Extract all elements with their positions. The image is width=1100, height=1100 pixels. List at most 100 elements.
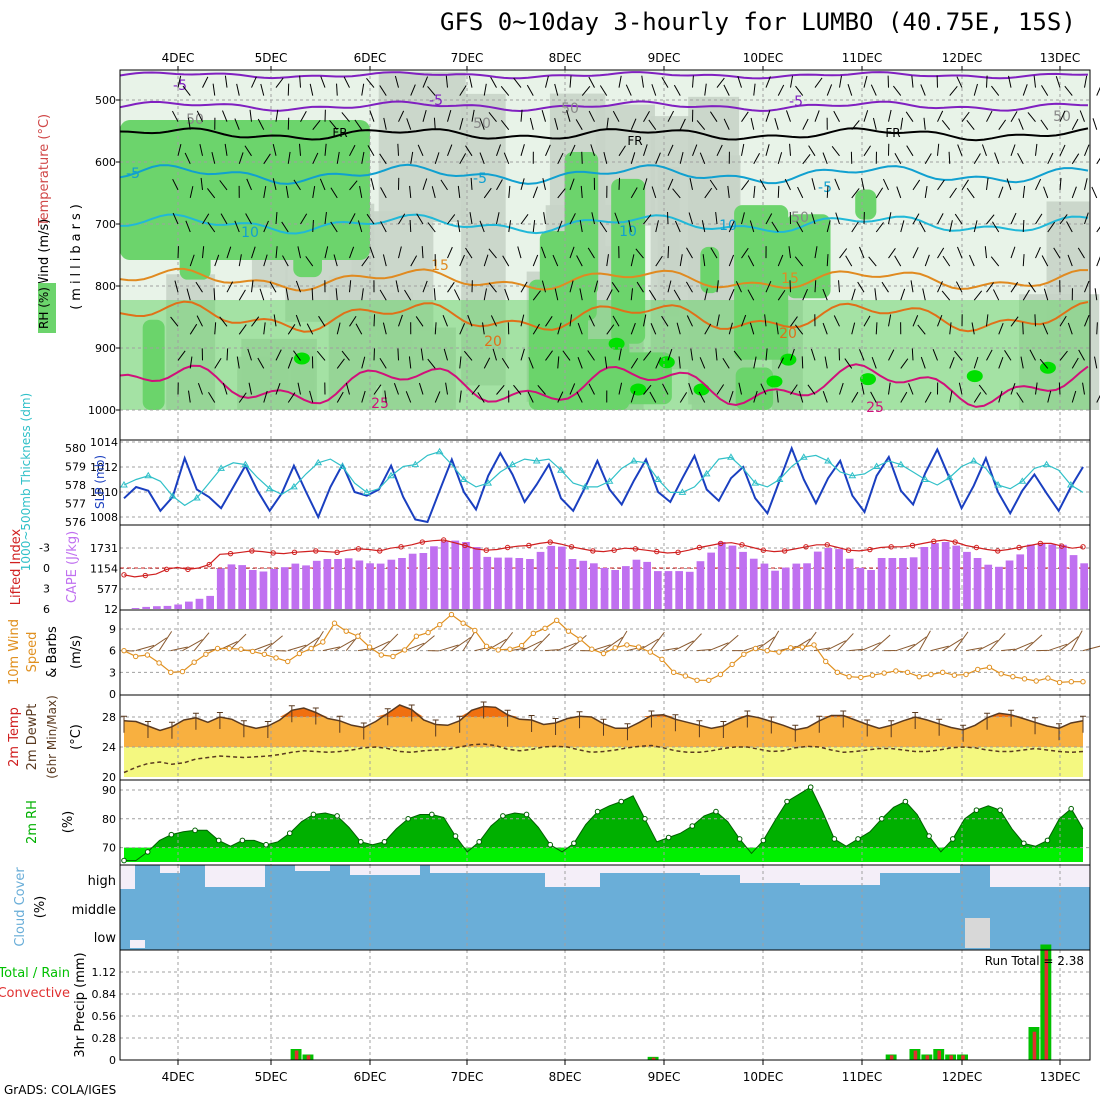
wind-barb — [244, 145, 252, 157]
wind-barb — [923, 117, 926, 130]
wind-barb — [937, 143, 940, 156]
wind-barb — [398, 110, 405, 122]
wind-barb — [1010, 144, 1016, 156]
wind-barb — [765, 144, 770, 156]
wind-barb — [1022, 185, 1026, 198]
wind-barb — [320, 76, 326, 88]
wind-barb — [1084, 178, 1088, 191]
wind10-barb — [720, 634, 739, 652]
wind-barb — [380, 187, 387, 199]
thickness-tick-label: 577 — [65, 498, 86, 511]
wind-barb — [688, 212, 693, 225]
rh2m-point — [1021, 840, 1027, 847]
wind-barb — [496, 144, 502, 156]
precip-convective-bar — [949, 1055, 953, 1060]
wind-barb — [920, 84, 926, 96]
wind-barb — [630, 152, 636, 164]
wind-barb — [496, 212, 500, 225]
wind-barb — [557, 356, 560, 369]
cape-bar — [813, 551, 822, 609]
wind-barb — [471, 109, 475, 122]
wind-barb — [790, 348, 795, 361]
wind-barb — [1059, 214, 1068, 225]
wind10-barb — [755, 636, 775, 652]
rh-bright-spot — [766, 375, 783, 388]
wind-barb — [447, 246, 453, 259]
wind10-point — [214, 645, 221, 652]
cape-bar — [760, 563, 769, 609]
wind10-barb — [544, 649, 559, 652]
wind-barb — [715, 348, 718, 361]
wind10-barb — [158, 631, 173, 651]
wind10-point — [565, 628, 572, 634]
wind-barb — [361, 256, 370, 267]
wind-barb — [373, 384, 382, 395]
wind-barb — [520, 109, 523, 122]
wind-barb — [986, 349, 993, 361]
contour-label: 50 — [561, 101, 579, 117]
wind-barb — [679, 254, 683, 267]
cape-bar — [376, 563, 385, 609]
wind-barb — [405, 391, 412, 403]
wind-barb — [650, 323, 657, 335]
wind-barb — [569, 280, 574, 293]
cape-bar — [142, 606, 150, 609]
wind10-point — [928, 671, 934, 678]
wind-barb — [285, 185, 289, 198]
wind-barb — [496, 179, 503, 191]
wind-barb — [238, 392, 247, 403]
wind-barb — [245, 213, 252, 225]
wind-barb — [839, 75, 842, 88]
rh2m-point — [760, 837, 767, 844]
wind10-point — [249, 648, 256, 655]
wind-barb — [581, 151, 583, 164]
wind-barb — [1094, 288, 1098, 301]
wind-barb — [1055, 76, 1061, 88]
wind-barb — [380, 221, 387, 233]
cape-bar — [323, 559, 332, 609]
wind-barb — [643, 314, 647, 327]
lifted-index-point — [313, 548, 319, 554]
wind10-barb — [942, 638, 963, 652]
wind-barb — [814, 280, 817, 293]
wind-barb — [896, 186, 902, 199]
wind-barb — [300, 213, 308, 225]
cape-bar — [707, 552, 715, 609]
wind-barb — [728, 254, 735, 267]
wind-barb — [562, 350, 571, 361]
wind-barb — [847, 84, 853, 96]
wind-barb — [747, 255, 755, 267]
lifted-index-point — [675, 549, 681, 555]
wind-barb — [490, 76, 497, 88]
wind-barb — [343, 76, 350, 88]
cape-tick-label: 577 — [97, 583, 118, 596]
pressure-tick-label: 700 — [95, 218, 116, 231]
wind-barb — [361, 151, 365, 164]
rh2m-point — [831, 836, 838, 842]
wind-barb — [606, 289, 613, 301]
wind-barb — [870, 84, 877, 96]
cape-bar — [494, 557, 502, 609]
wind-barb — [655, 357, 662, 369]
wind-barb — [503, 152, 510, 164]
wind-barb — [941, 120, 951, 131]
precip-convective-bar — [1044, 950, 1049, 1060]
x-day-label-bottom: 10DEC — [743, 1070, 783, 1084]
wind10-barb — [228, 633, 247, 652]
cape-bar — [462, 542, 470, 609]
wind-barb — [753, 153, 761, 165]
wind-barb — [741, 143, 745, 156]
lifted-index-point — [654, 548, 660, 555]
wind-barb — [336, 358, 345, 369]
wind-barb — [333, 254, 338, 267]
wind-barb — [177, 350, 186, 361]
wind-barb — [457, 220, 461, 233]
cape-bar — [227, 564, 236, 609]
rh2m-units: (%) — [61, 811, 76, 834]
temp-contour-cyan-2 — [119, 213, 1089, 235]
wind-barb — [569, 213, 576, 225]
wind-barb — [1040, 119, 1049, 130]
rh-bright-spot — [293, 352, 310, 365]
wind-barb — [912, 315, 919, 327]
wind-barb — [973, 220, 978, 233]
